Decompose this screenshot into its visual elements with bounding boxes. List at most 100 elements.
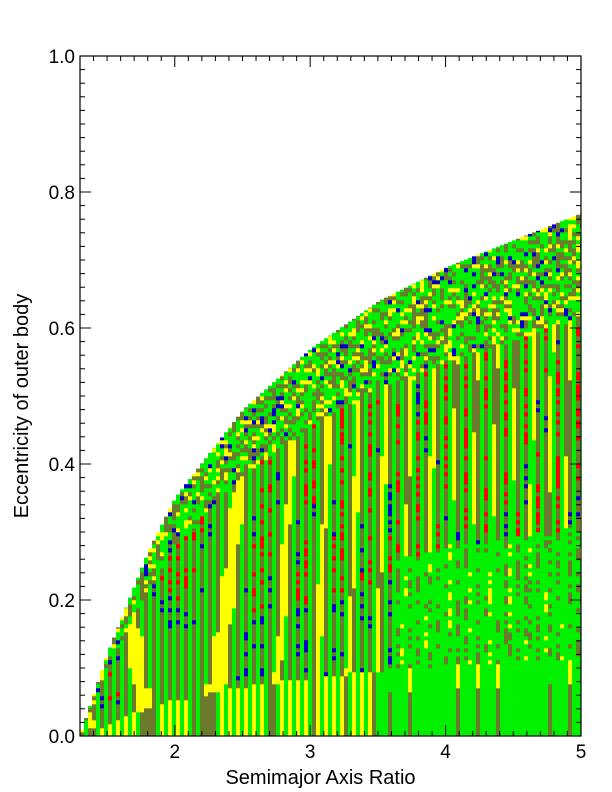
heatmap-cell — [308, 372, 313, 377]
heatmap-cell — [288, 660, 293, 665]
heatmap-cell — [148, 688, 153, 693]
heatmap-cell — [136, 612, 141, 617]
heatmap-cell — [220, 556, 225, 561]
heatmap-cell — [292, 664, 297, 669]
heatmap-cell — [184, 564, 189, 569]
heatmap-cell — [124, 708, 129, 713]
heatmap-cell — [352, 604, 357, 609]
heatmap-cell — [188, 628, 193, 633]
heatmap-cell — [348, 508, 353, 513]
heatmap-cell — [312, 632, 317, 637]
heatmap-cell — [300, 632, 305, 637]
heatmap-cell — [332, 500, 337, 505]
heatmap-cell — [180, 732, 185, 737]
heatmap-cell — [308, 444, 313, 449]
heatmap-cell — [168, 716, 173, 721]
heatmap-cell — [152, 592, 157, 597]
heatmap-cell — [272, 572, 277, 577]
heatmap-cell — [112, 656, 117, 661]
heatmap-cell — [232, 632, 237, 637]
heatmap-cell — [104, 724, 109, 729]
heatmap-cell — [172, 548, 177, 553]
heatmap-cell — [348, 592, 353, 597]
heatmap-cell — [216, 480, 221, 485]
heatmap-cell — [112, 732, 117, 737]
heatmap-cell — [292, 644, 297, 649]
heatmap-cell — [340, 564, 345, 569]
heatmap-cell — [256, 560, 261, 565]
heatmap-cell — [280, 448, 285, 453]
heatmap-cell — [332, 720, 337, 725]
heatmap-cell — [228, 548, 233, 553]
heatmap-cell — [300, 436, 305, 441]
heatmap-cell — [160, 708, 165, 713]
heatmap-cell — [124, 636, 129, 641]
heatmap-cell — [264, 644, 269, 649]
heatmap-cell — [160, 572, 165, 577]
heatmap-cell — [156, 700, 161, 705]
heatmap-cell — [264, 424, 269, 429]
heatmap-cell — [168, 724, 173, 729]
heatmap-cell — [184, 624, 189, 629]
heatmap-cell — [152, 552, 157, 557]
heatmap-cell — [348, 512, 353, 517]
heatmap-cell — [332, 360, 337, 365]
heatmap-cell — [320, 640, 325, 645]
heatmap-cell — [360, 408, 365, 413]
heatmap-cell — [252, 572, 257, 577]
heatmap-cell — [216, 448, 221, 453]
heatmap-cell — [344, 680, 349, 685]
heatmap-cell — [140, 644, 145, 649]
heatmap-cell — [172, 672, 177, 677]
heatmap-cell — [168, 692, 173, 697]
heatmap-cell — [336, 512, 341, 517]
heatmap-cell — [336, 356, 341, 361]
heatmap-cell — [244, 407, 249, 409]
heatmap-cell — [164, 516, 169, 521]
heatmap-cell — [352, 516, 357, 521]
heatmap-cell — [332, 732, 337, 737]
heatmap-cell — [316, 548, 321, 553]
heatmap-cell — [260, 524, 265, 529]
heatmap-cell — [260, 476, 265, 481]
heatmap-cell — [340, 644, 345, 649]
heatmap-cell — [344, 540, 349, 545]
heatmap-cell — [276, 616, 281, 621]
heatmap-cell — [344, 620, 349, 625]
heatmap-cell — [152, 556, 157, 561]
heatmap-cell — [156, 696, 161, 701]
heatmap-cell — [136, 652, 141, 657]
heatmap-cell — [240, 584, 245, 589]
heatmap-cell — [200, 604, 205, 609]
heatmap-cell — [336, 704, 341, 709]
heatmap-cell — [308, 484, 313, 489]
heatmap-cell — [348, 472, 353, 477]
heatmap-cell — [272, 708, 277, 713]
heatmap-cell — [236, 448, 241, 453]
heatmap-cell — [312, 436, 317, 441]
heatmap-cell — [160, 608, 165, 613]
heatmap-cell — [232, 688, 237, 693]
heatmap-cell — [216, 580, 221, 585]
heatmap-cell — [172, 540, 177, 545]
heatmap-cell — [244, 500, 249, 505]
heatmap-cell — [184, 604, 189, 609]
heatmap-cell — [336, 436, 341, 441]
heatmap-cell — [108, 692, 113, 697]
heatmap-cell — [336, 492, 341, 497]
heatmap-cell — [316, 716, 321, 721]
heatmap-cell — [184, 664, 189, 669]
heatmap-cell — [276, 612, 281, 617]
heatmap-cell — [356, 472, 361, 477]
heatmap-cell — [360, 604, 365, 609]
heatmap-cell — [328, 564, 333, 569]
heatmap-cell — [312, 412, 317, 417]
heatmap-cell — [268, 432, 273, 437]
heatmap-cell — [228, 480, 233, 485]
heatmap-cell — [356, 380, 361, 385]
heatmap-cell — [228, 676, 233, 681]
heatmap-cell — [140, 636, 145, 641]
heatmap-cell — [276, 424, 281, 429]
heatmap-cell — [176, 672, 181, 677]
heatmap-cell — [336, 632, 341, 637]
